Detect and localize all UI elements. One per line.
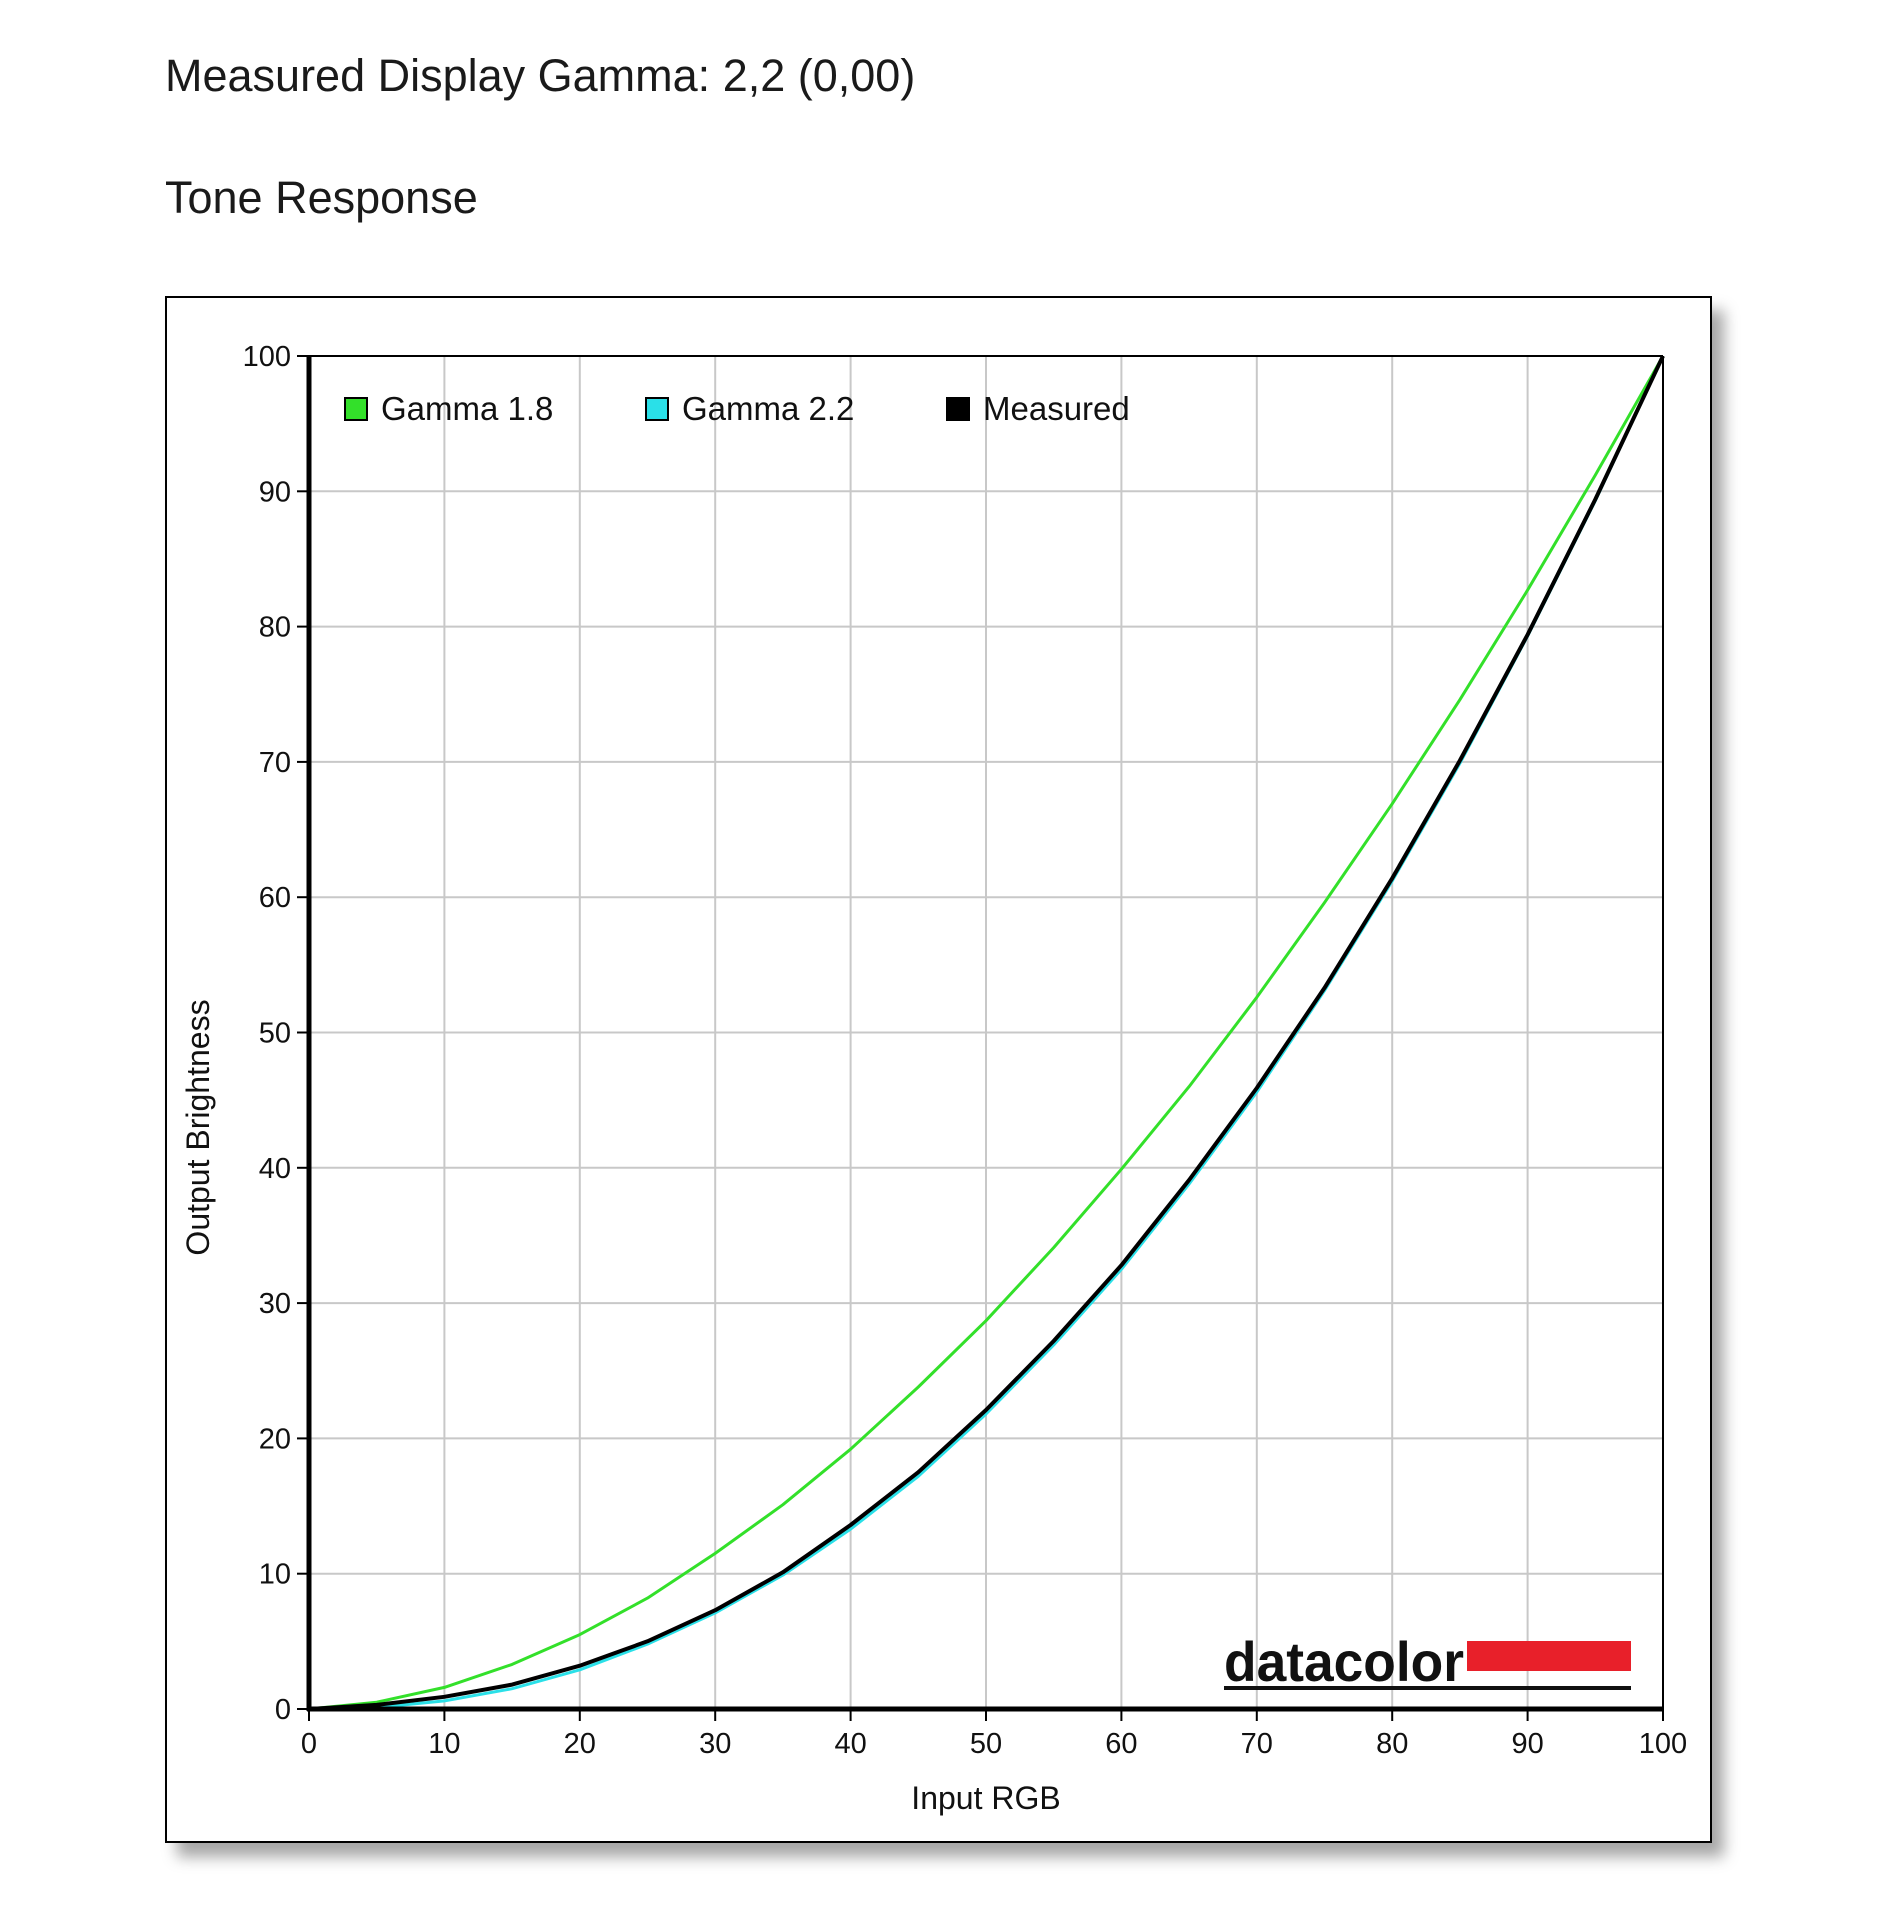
series-line-measured — [308, 355, 1665, 1711]
y-tick-label: 80 — [259, 612, 291, 644]
legend: Gamma 1.8 Gamma 2.2 Measured — [344, 390, 1130, 427]
x-tick-label: 100 — [1639, 1728, 1687, 1760]
axes — [297, 355, 1664, 1721]
y-tick-label: 20 — [259, 1423, 291, 1455]
x-tick-label: 30 — [699, 1728, 731, 1760]
y-tick-label: 0 — [275, 1694, 291, 1726]
y-tick-label: 70 — [259, 747, 291, 779]
y-tick-label: 100 — [243, 341, 291, 373]
y-tick-label: 90 — [259, 476, 291, 508]
legend-swatch — [946, 397, 970, 421]
x-tick-label: 0 — [301, 1728, 317, 1760]
x-tick-label: 40 — [834, 1728, 866, 1760]
x-tick-label: 50 — [970, 1728, 1002, 1760]
datacolor-logo-bar — [1467, 1641, 1631, 1671]
x-tick-label: 20 — [564, 1728, 596, 1760]
x-tick-label: 90 — [1511, 1728, 1543, 1760]
tone-response-heading: Tone Response — [165, 172, 478, 223]
x-tick-label: 60 — [1105, 1728, 1137, 1760]
x-tick-label: 10 — [428, 1728, 460, 1760]
legend-label: Gamma 2.2 — [682, 390, 854, 427]
datacolor-logo-underline — [1224, 1686, 1631, 1690]
grid — [309, 355, 1664, 1709]
datacolor-logo-text: datacolor — [1224, 1630, 1464, 1693]
measured-gamma-heading: Measured Display Gamma: 2,2 (0,00) — [165, 50, 916, 101]
tick-labels: 0 10 20 30 40 50 60 70 80 90 100 0 10 20 30 40 50 60 70 80 9… — [243, 341, 1688, 1760]
legend-swatch — [344, 397, 368, 421]
y-tick-label: 50 — [259, 1018, 291, 1050]
legend-swatch — [645, 397, 669, 421]
x-tick-label: 70 — [1241, 1728, 1273, 1760]
datacolor-logo: datacolor — [1224, 1630, 1631, 1693]
y-tick-label: 60 — [259, 882, 291, 914]
y-tick-label: 10 — [259, 1559, 291, 1591]
x-tick-label: 80 — [1376, 1728, 1408, 1760]
y-tick-label: 40 — [259, 1153, 291, 1185]
legend-label: Measured — [983, 390, 1130, 427]
chart-canvas: 0 10 20 30 40 50 60 70 80 90 100 0 10 20 30 40 50 60 70 80 9… — [180, 341, 1688, 1816]
tone-response-chart: 0 10 20 30 40 50 60 70 80 90 100 0 10 20 30 40 50 60 70 80 9… — [165, 296, 1712, 1843]
x-axis-title: Input RGB — [911, 1780, 1060, 1816]
series-line-gamma-1-8 — [308, 355, 1665, 1711]
y-axis-title: Output Brightness — [180, 999, 216, 1255]
legend-label: Gamma 1.8 — [381, 390, 553, 427]
series-lines — [308, 355, 1665, 1711]
y-tick-label: 30 — [259, 1288, 291, 1320]
